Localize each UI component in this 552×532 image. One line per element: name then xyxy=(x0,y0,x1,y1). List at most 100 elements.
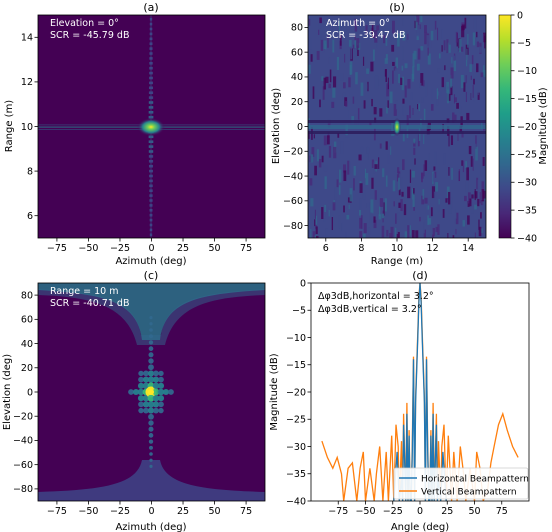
panel-b-speckle xyxy=(420,15,423,23)
panel-b-speckle xyxy=(427,53,431,65)
panel-b-speckle xyxy=(467,34,469,48)
panel-b-speckle xyxy=(399,237,402,238)
panel-b-speckle xyxy=(410,92,413,101)
panel-b-speckle xyxy=(400,199,403,212)
panel-b-speckle xyxy=(462,220,465,227)
panel-b-speckle xyxy=(328,83,332,89)
panel-b-speckle xyxy=(468,145,472,155)
panel-b-speckle xyxy=(367,81,369,92)
panel-b-speckle xyxy=(354,40,357,49)
panel-b-speckle xyxy=(474,143,477,149)
panel-c-top-funnel-glow xyxy=(38,289,265,345)
panel-c-sidelobe xyxy=(168,389,174,395)
panel-b-speckle xyxy=(310,154,314,163)
panel-b-speckle xyxy=(430,30,434,41)
panel-b-speckle xyxy=(395,57,398,69)
panel-b-speckle xyxy=(364,168,367,179)
panel-b-speckle xyxy=(385,54,388,60)
panel-b-speckle xyxy=(480,200,484,206)
panel-b-speckle xyxy=(427,160,431,174)
panel-a-xtick-label: −25 xyxy=(110,243,130,254)
panel-b-speckle xyxy=(457,132,459,141)
panel-c-sidelobe xyxy=(148,346,154,351)
panel-b-speckle xyxy=(342,92,346,101)
panel-c-ytick-label: 20 xyxy=(21,363,33,374)
panel-b-speckle xyxy=(472,84,474,98)
panel-b-annotation-scr: SCR = -39.47 dB xyxy=(326,30,405,41)
panel-b-speckle xyxy=(475,36,478,48)
panel-b-speckle xyxy=(369,202,371,213)
panel-b-speckle xyxy=(409,225,411,236)
panel-c-xtick-label: 75 xyxy=(240,506,252,517)
colorbar-tick-label: −10 xyxy=(517,66,537,77)
panel-b-annotation-azimuth: Azimuth = 0° xyxy=(326,18,390,29)
panel-b-speckle xyxy=(466,167,469,181)
panel-b-speckle xyxy=(473,89,475,102)
panel-b-speckle xyxy=(377,79,381,86)
panel-b-speckle xyxy=(414,20,417,29)
panel-b-speckle xyxy=(359,198,362,212)
panel-b-speckle xyxy=(471,55,474,65)
panel-b-speckle xyxy=(406,31,408,43)
panel-b-speckle xyxy=(480,165,483,177)
panel-b-speckle xyxy=(444,43,448,48)
panel-b-speckle xyxy=(474,204,477,210)
panel-a-y-axis: 6 8 10 12 14 xyxy=(21,33,38,222)
panel-b-speckle xyxy=(481,119,483,130)
panel-b-speckle xyxy=(346,214,350,220)
panel-b-speckle xyxy=(386,229,389,237)
colorbar-axis: 0 −5 −10 −15 −20 −25 −30 −35 −40 xyxy=(511,10,537,244)
panel-c-sidelobe xyxy=(132,388,140,396)
panel-b-speckle xyxy=(477,92,480,100)
panel-b-speckle xyxy=(341,222,344,232)
panel-c-sidelobe xyxy=(152,388,160,396)
panel-b-xtick-label: 10 xyxy=(391,243,403,254)
panel-b-speckle xyxy=(366,84,368,89)
panel-b-speckle xyxy=(433,191,437,200)
panel-b-speckle xyxy=(390,226,394,238)
panel-b-speckle xyxy=(359,217,362,229)
panel-a-ytick-label: 12 xyxy=(21,77,33,88)
panel-c-xtick-label: −50 xyxy=(78,506,98,517)
panel-d-xtick-label: 75 xyxy=(496,506,508,517)
panel-b-speckle xyxy=(401,177,404,189)
panel-b-speckle xyxy=(452,235,455,238)
panel-b-speckle xyxy=(318,29,320,35)
panel-b-speckle xyxy=(373,219,377,229)
panel-b-speckle xyxy=(413,138,416,144)
panel-c-sidelobe xyxy=(138,376,144,383)
colorbar-tick-label: −20 xyxy=(517,122,537,133)
panel-b-speckle xyxy=(381,213,385,219)
panel-b-speckle xyxy=(452,112,455,123)
panel-b-speckle xyxy=(338,20,340,32)
panel-b-speckle xyxy=(321,155,324,163)
panel-b-speckle xyxy=(397,231,400,238)
panel-b-speckle xyxy=(480,212,482,219)
panel-b-heatmap xyxy=(308,15,486,238)
panel-b-speckle xyxy=(328,145,332,158)
panel-b-speckle xyxy=(472,158,474,171)
panel-c-x-axis: −75 −50 −25 0 25 50 75 xyxy=(47,501,252,517)
panel-c-target-peak xyxy=(148,389,154,395)
panel-c-sidelobe xyxy=(148,364,154,371)
panel-b-speckle xyxy=(402,32,406,41)
panel-b-speckle xyxy=(404,85,407,98)
panel-b-speckle xyxy=(484,214,486,221)
panel-b-speckle xyxy=(354,21,358,32)
panel-b-speckle xyxy=(315,236,319,238)
panel-b-ylabel: Elevation (deg) xyxy=(271,88,282,164)
panel-b-speckle xyxy=(424,219,428,226)
panel-b-speckle xyxy=(431,186,436,199)
panel-b-speckle xyxy=(392,70,394,84)
panel-b-xtick-label: 8 xyxy=(358,243,364,254)
panel-b-speckle xyxy=(362,233,366,238)
panel-b-speckle xyxy=(387,77,389,90)
panel-b-speckle xyxy=(336,179,339,188)
panel-b-speckle xyxy=(413,50,417,60)
panel-b-speckle xyxy=(474,189,476,201)
panel-c-sidelobe xyxy=(149,452,153,456)
panel-b-speckle xyxy=(359,183,363,193)
panel-b-speckle xyxy=(450,67,454,79)
panel-b-speckle xyxy=(402,18,404,26)
panel-b-speckle xyxy=(362,189,366,200)
